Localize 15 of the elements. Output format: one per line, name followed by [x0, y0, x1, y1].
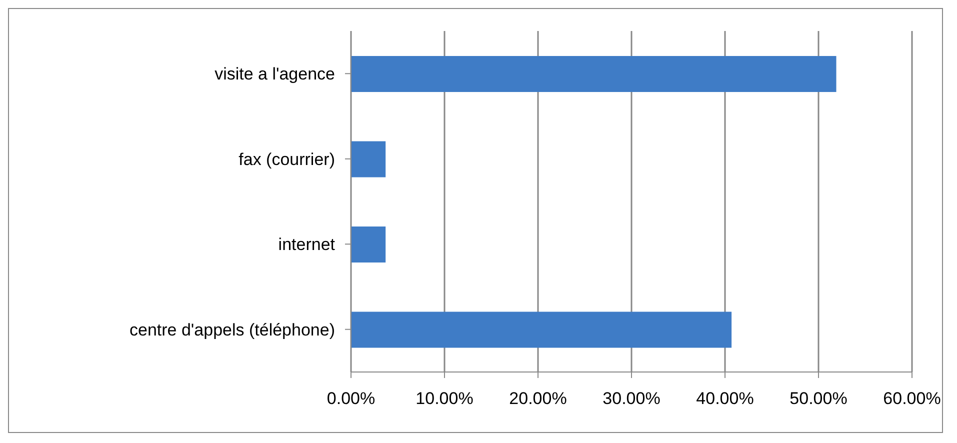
x-tick-label: 60.00%	[883, 389, 941, 408]
y-tick-label: centre d'appels (téléphone)	[130, 320, 335, 340]
x-tick-label: 40.00%	[696, 389, 754, 408]
y-tick-label: visite a l'agence	[214, 64, 335, 84]
x-tick-label: 20.00%	[509, 389, 567, 408]
x-tick-label: 10.00%	[416, 389, 474, 408]
x-tick-label: 50.00%	[790, 389, 848, 408]
y-tick-label: internet	[278, 235, 336, 254]
y-tick-label: fax (courrier)	[238, 150, 335, 169]
bar	[351, 226, 386, 262]
x-tick-label: 0.00%	[326, 389, 376, 408]
x-tick-label: 30.00%	[602, 389, 660, 408]
bar	[351, 56, 836, 92]
bar	[351, 312, 732, 348]
bar	[351, 141, 386, 178]
